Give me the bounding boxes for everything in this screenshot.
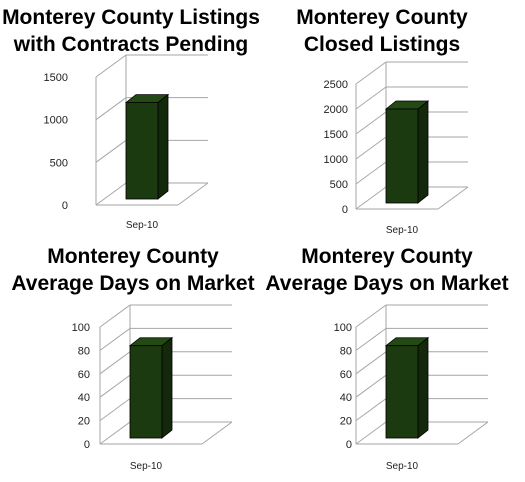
floor-edge: [457, 421, 489, 445]
gridline-side: [355, 351, 387, 375]
chart-plot: 0 20 40 60 80 100 Sep-10: [72, 304, 233, 472]
y-tick-label: 40: [78, 392, 90, 404]
gridline-side: [355, 136, 387, 160]
y-tick-label: 60: [78, 369, 90, 381]
chart-title: Monterey County Average Days on Market: [262, 243, 512, 297]
gridline-side: [355, 86, 387, 110]
gridline-side: [99, 327, 131, 351]
chart-title: Monterey County Closed Listings: [262, 4, 502, 58]
y-tick-label: 2000: [324, 104, 348, 116]
y-tick-label: 20: [340, 416, 352, 428]
y-tick-label: 20: [78, 416, 90, 428]
chart-title: Monterey County Average Days on Market: [0, 243, 266, 297]
bar: [385, 108, 419, 204]
gridline-side: [355, 161, 387, 185]
gridline-side: [355, 374, 387, 398]
gridline-side: [99, 351, 131, 375]
floor-edge: [177, 182, 209, 206]
y-tick-label: 1500: [44, 72, 68, 84]
gridline-side: [355, 398, 387, 422]
chart-title-line-1: Monterey County: [47, 245, 219, 268]
y-tick-label: 0: [84, 439, 90, 451]
chart-title-line-2: with Contracts Pending: [13, 33, 249, 56]
chart-title-line-2: Average Days on Market: [11, 272, 255, 295]
bar: [129, 345, 163, 439]
chart-plot: 0 500 1000 1500 Sep-10: [44, 54, 209, 231]
gridline-side: [99, 421, 131, 445]
y-tick-label: 1500: [324, 129, 348, 141]
chart-title-line-2: Closed Listings: [303, 33, 461, 56]
y-tick-label: 100: [72, 322, 90, 334]
x-tick-label: Sep-10: [386, 225, 419, 236]
gridline-side: [95, 97, 127, 121]
gridline-side: [95, 54, 127, 78]
gridline-side: [99, 304, 131, 328]
gridline-side: [355, 111, 387, 135]
chart-title-line-1: Monterey County Listings: [2, 6, 260, 29]
bar-side: [417, 336, 429, 439]
chart-title-line-1: Monterey County: [301, 245, 473, 268]
chart-title: Monterey County Listings with Contracts …: [0, 4, 262, 58]
floor-edge: [201, 421, 233, 445]
y-tick-label: 0: [342, 204, 348, 216]
gridline-side: [355, 327, 387, 351]
gridline-side: [355, 61, 387, 85]
gridline-side: [355, 304, 387, 328]
y-tick-label: 80: [78, 345, 90, 357]
gridline-side: [99, 398, 131, 422]
y-tick-label: 100: [334, 322, 352, 334]
y-tick-label: 500: [50, 157, 68, 169]
y-tick-label: 60: [340, 369, 352, 381]
x-tick-label: Sep-10: [386, 461, 419, 472]
gridline-side: [95, 139, 127, 163]
gridline-side: [355, 186, 387, 210]
chart-plot: 0 500 1000 1500 2000 2500 Sep-10: [324, 61, 469, 236]
y-tick-label: 500: [330, 179, 348, 191]
y-tick-label: 0: [62, 200, 68, 212]
y-tick-label: 1000: [44, 115, 68, 127]
y-tick-label: 80: [340, 345, 352, 357]
y-tick-label: 0: [346, 439, 352, 451]
gridline-side: [95, 182, 127, 206]
x-tick-label: Sep-10: [130, 461, 163, 472]
y-tick-label: 40: [340, 392, 352, 404]
chart-title-line-1: Monterey County: [296, 6, 468, 29]
chart-title-line-2: Average Days on Market: [265, 272, 509, 295]
gridline-side: [355, 421, 387, 445]
bar: [125, 102, 159, 200]
y-tick-label: 1000: [324, 154, 348, 166]
gridline-side: [99, 374, 131, 398]
y-tick-label: 2500: [324, 79, 348, 91]
x-tick-label: Sep-10: [126, 220, 159, 231]
bar: [385, 345, 419, 439]
floor-edge: [437, 186, 469, 210]
